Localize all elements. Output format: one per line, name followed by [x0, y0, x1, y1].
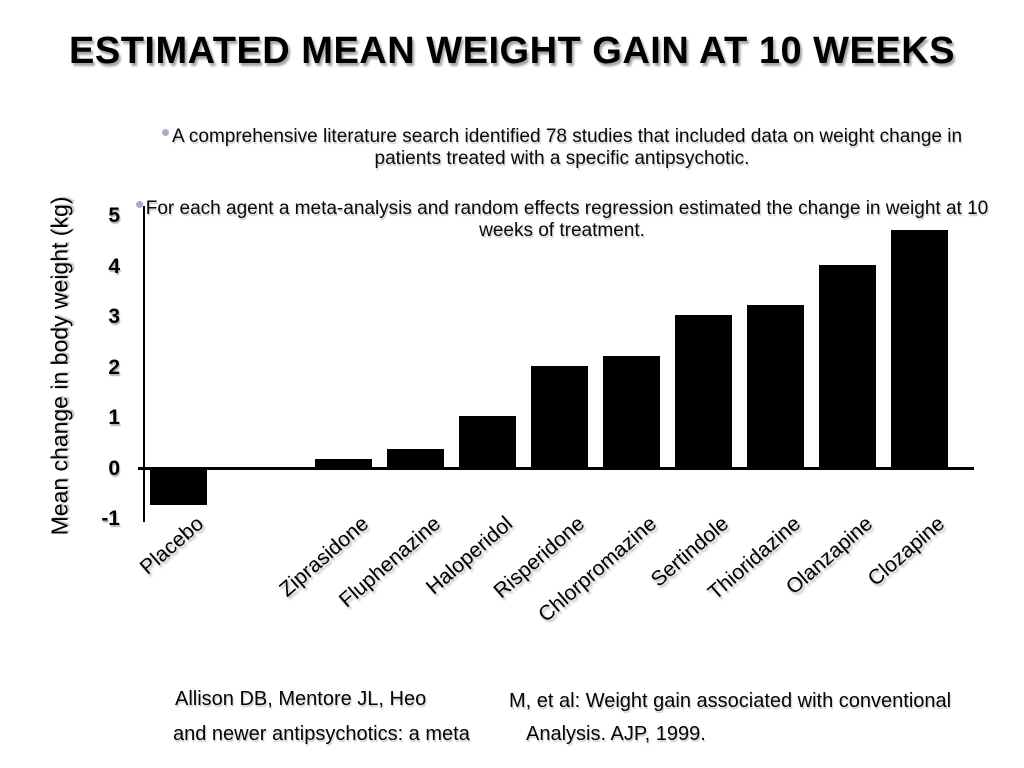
bar-sertindole: [675, 315, 732, 467]
citation-text: Allison DB, Mentore JL, Heo: [175, 688, 427, 710]
bullet-dot-icon: [135, 201, 143, 208]
y-axis-tick-5: 5: [108, 204, 120, 227]
bar-fluphenazine: [387, 449, 444, 467]
y-axis-line: [143, 206, 145, 522]
y-axis-tick-1: 1: [108, 406, 120, 429]
citation-text: Analysis. AJP, 1999.: [526, 723, 706, 745]
bar-chlorpromazine: [603, 356, 660, 467]
page-title: ESTIMATED MEAN WEIGHT GAIN AT 10 WEEKS: [69, 30, 955, 72]
bar-thioridazine: [747, 305, 804, 467]
bar-olanzapine: [819, 265, 876, 467]
y-axis-tick-4: 4: [108, 255, 120, 278]
y-axis-tick-2: 2: [108, 356, 120, 379]
bullet-dot-icon: [161, 129, 169, 136]
bar-haloperidol: [459, 416, 516, 467]
bar-ziprasidone: [315, 459, 372, 467]
x-axis-line: [138, 467, 974, 470]
bullet-item: For each agent a meta-analysis and rando…: [132, 198, 992, 242]
y-axis-tick--1: -1: [101, 507, 120, 530]
y-axis-tick-3: 3: [108, 305, 120, 328]
citation-text: and newer antipsychotics: a meta: [173, 723, 470, 745]
bar-risperidone: [531, 366, 588, 467]
bullet-item: A comprehensive literature search identi…: [132, 126, 992, 170]
bar-placebo: [150, 470, 207, 505]
bullet-text: A comprehensive literature search identi…: [171, 126, 963, 169]
citation-text: M, et al: Weight gain associated with co…: [509, 690, 952, 712]
bullet-text: For each agent a meta-analysis and rando…: [145, 198, 989, 241]
bar-clozapine: [891, 230, 948, 467]
y-axis-tick-0: 0: [108, 457, 120, 480]
